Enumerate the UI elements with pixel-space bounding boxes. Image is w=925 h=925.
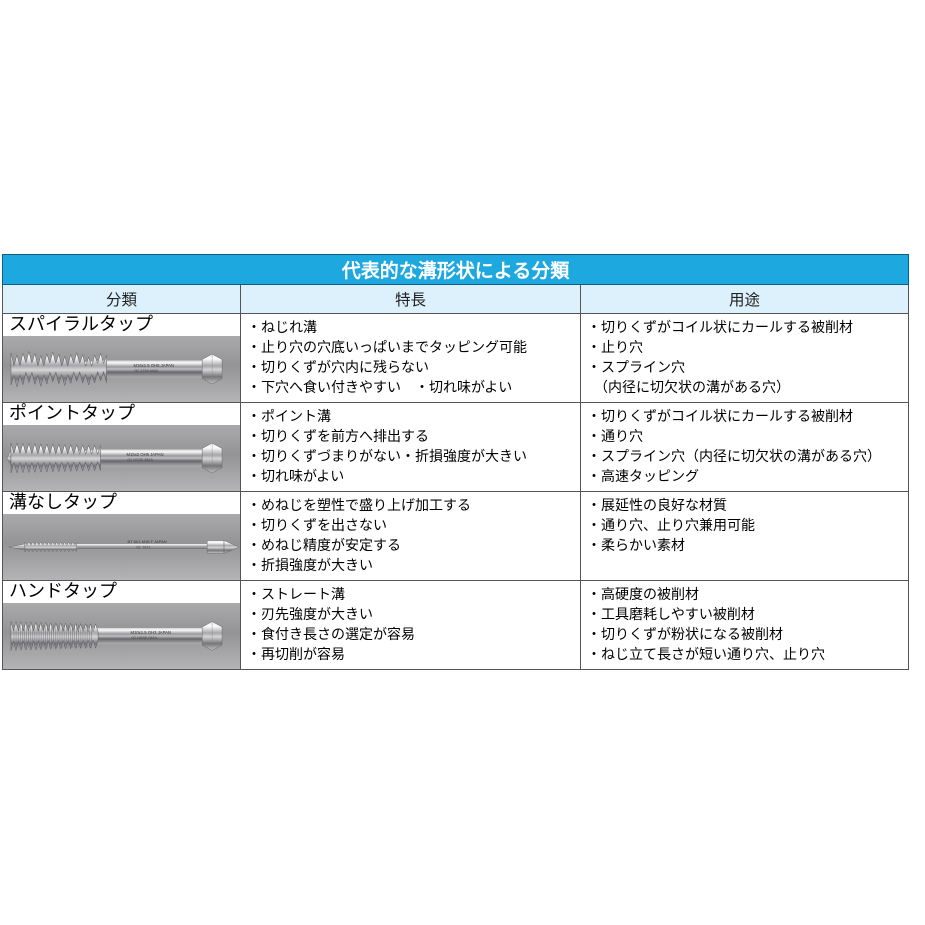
svg-text:0C 7471: 0C 7471 xyxy=(136,545,150,549)
svg-text:M10x1.5 OH3 JAPAN: M10x1.5 OH3 JAPAN xyxy=(130,629,171,634)
svg-text:0C 2726 6400: 0C 2726 6400 xyxy=(134,368,157,372)
svg-text:0C HSSE 5515: 0C HSSE 5515 xyxy=(127,457,152,461)
svg-text:0C HSSE 0519: 0C HSSE 0519 xyxy=(131,635,156,639)
svg-text:M15x2 OH5 JAPAN: M15x2 OH5 JAPAN xyxy=(126,451,163,456)
svg-text:BT 6X1 M16 F JAPAN: BT 6X1 M16 F JAPAN xyxy=(127,538,166,543)
svg-text:M16x1.5 OH5 JAPAN: M16x1.5 OH5 JAPAN xyxy=(133,362,174,367)
